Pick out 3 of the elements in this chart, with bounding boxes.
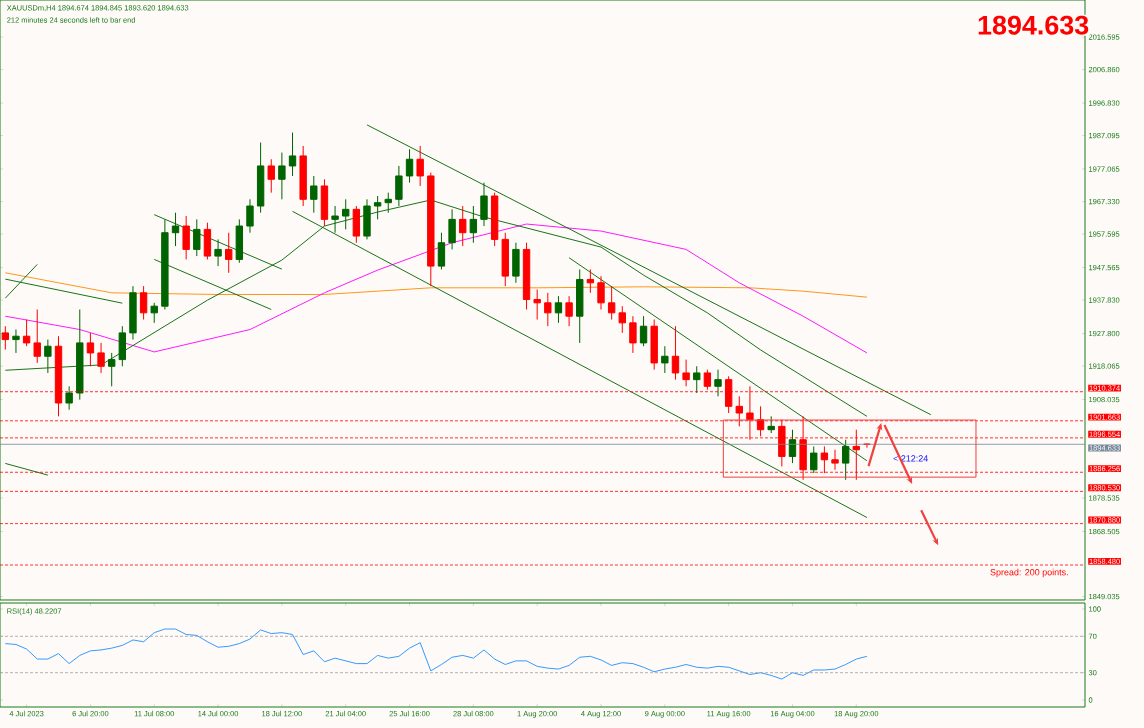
annotation: 1894.633 xyxy=(978,15,1089,35)
annotation: Spread: 200 points. xyxy=(990,568,1068,578)
annotation: < 212:24 xyxy=(893,455,928,462)
